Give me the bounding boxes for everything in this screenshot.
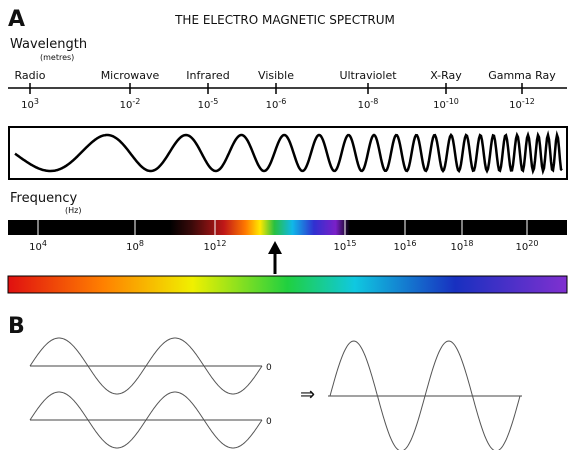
exponent: 8 — [139, 239, 144, 248]
exponent: 4 — [42, 239, 47, 248]
axis-unit: (metres) — [40, 53, 74, 62]
power-label: 10-2 — [120, 97, 141, 111]
base: 10 — [198, 100, 211, 111]
sine-wave — [29, 391, 263, 449]
base: 10 — [334, 242, 347, 253]
power-label: 10-6 — [266, 97, 287, 111]
band-name: Ultraviolet — [339, 69, 397, 82]
exponent: 3 — [34, 97, 39, 106]
base: 10 — [120, 100, 133, 111]
exponent: -8 — [370, 97, 378, 106]
arrow-head — [268, 241, 282, 254]
power-label: 10-5 — [198, 97, 219, 111]
title: THE ELECTRO MAGNETIC SPECTRUM — [174, 13, 395, 27]
power-label: 108 — [126, 239, 144, 253]
band-name: X-Ray — [430, 69, 462, 82]
axis-label: Frequency — [10, 191, 77, 206]
axis-label: Wavelength — [10, 37, 87, 52]
base: 10 — [204, 242, 217, 253]
power-label: 1020 — [516, 239, 539, 253]
exponent: 16 — [406, 239, 416, 248]
sine-wave — [29, 337, 263, 395]
base: 10 — [516, 242, 529, 253]
exponent: -6 — [278, 97, 286, 106]
band-name: Radio — [15, 69, 46, 82]
power-label: 10-12 — [509, 97, 535, 111]
base: 10 — [509, 100, 522, 111]
band-name: Visible — [258, 69, 294, 82]
exponent: -10 — [446, 97, 459, 106]
base: 10 — [126, 242, 139, 253]
power-label: 1012 — [204, 239, 227, 253]
base: 10 — [433, 100, 446, 111]
band-name: Infrared — [186, 69, 229, 82]
power-label: 10-8 — [358, 97, 379, 111]
zero-label: 0 — [266, 417, 272, 427]
base: 10 — [451, 242, 464, 253]
power-label: 104 — [29, 239, 47, 253]
band-name: Gamma Ray — [488, 69, 556, 82]
exponent: 18 — [463, 239, 473, 248]
arrow-symbol: ⇒ — [300, 384, 315, 405]
exponent: -2 — [132, 97, 140, 106]
power-label: 10-10 — [433, 97, 459, 111]
visible-band — [170, 220, 350, 235]
exponent: -5 — [210, 97, 218, 106]
base: 10 — [394, 242, 407, 253]
axis-unit: (Hz) — [65, 206, 81, 215]
exponent: 20 — [528, 239, 538, 248]
power-label: 1015 — [334, 239, 357, 253]
panel-label: B — [8, 314, 25, 339]
rainbow-bar — [7, 275, 568, 294]
band-name: Microwave — [101, 69, 160, 82]
exponent: -12 — [522, 97, 535, 106]
wave — [14, 130, 563, 176]
exponent: 12 — [216, 239, 226, 248]
sum-wave — [329, 340, 521, 452]
zero-label: 0 — [266, 363, 272, 373]
power-label: 1018 — [451, 239, 474, 253]
base: 10 — [21, 100, 34, 111]
base: 10 — [358, 100, 371, 111]
base: 10 — [29, 242, 42, 253]
base: 10 — [266, 100, 279, 111]
panel-label: A — [8, 7, 25, 32]
power-label: 103 — [21, 97, 39, 111]
power-label: 1016 — [394, 239, 417, 253]
exponent: 15 — [346, 239, 356, 248]
